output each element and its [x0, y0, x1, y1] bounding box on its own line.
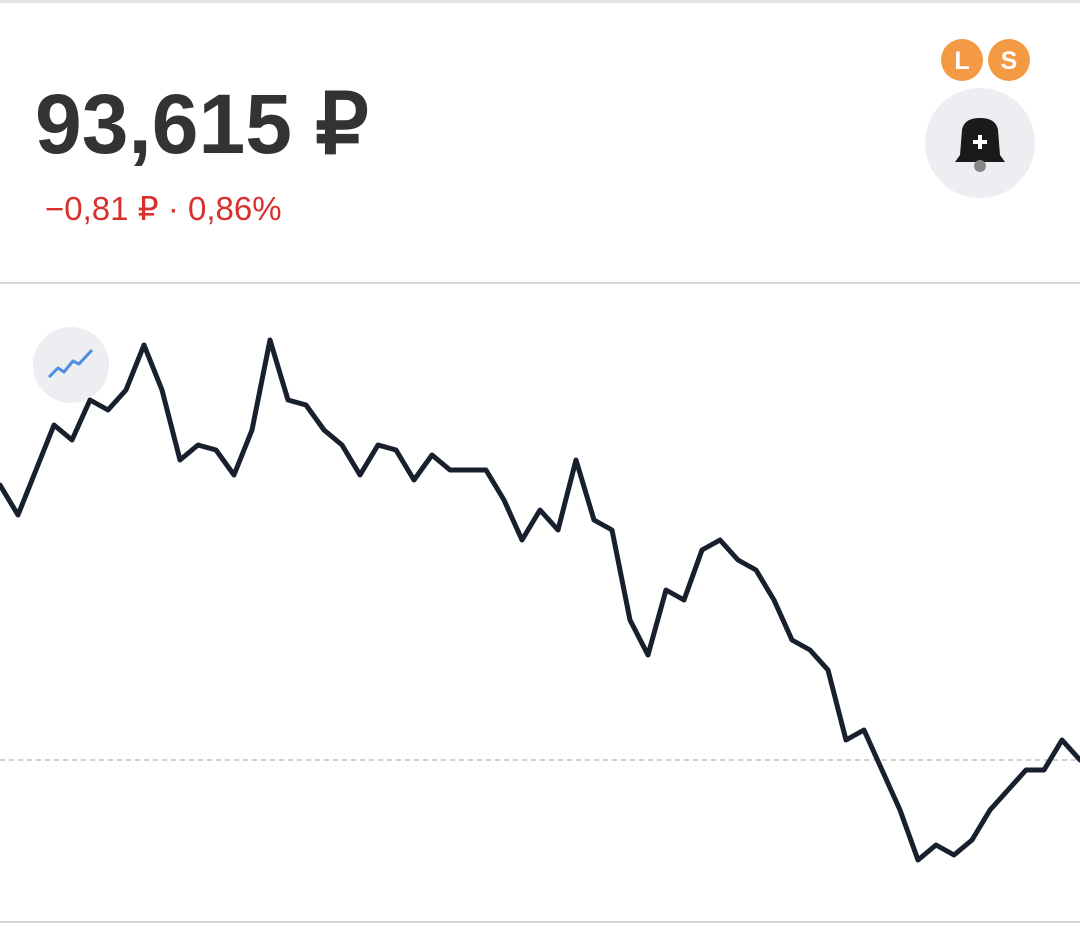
badge-label: L	[954, 47, 969, 75]
alert-button[interactable]	[925, 88, 1035, 198]
price: 93,615 ₽	[35, 77, 369, 171]
badge-label: S	[1001, 47, 1018, 75]
price-line	[0, 337, 1080, 863]
chart-type-button[interactable]	[33, 327, 109, 403]
badge[interactable]	[988, 39, 1030, 81]
badge[interactable]	[941, 39, 983, 81]
price-change: −0,81 ₽ · 0,86%	[45, 190, 282, 227]
